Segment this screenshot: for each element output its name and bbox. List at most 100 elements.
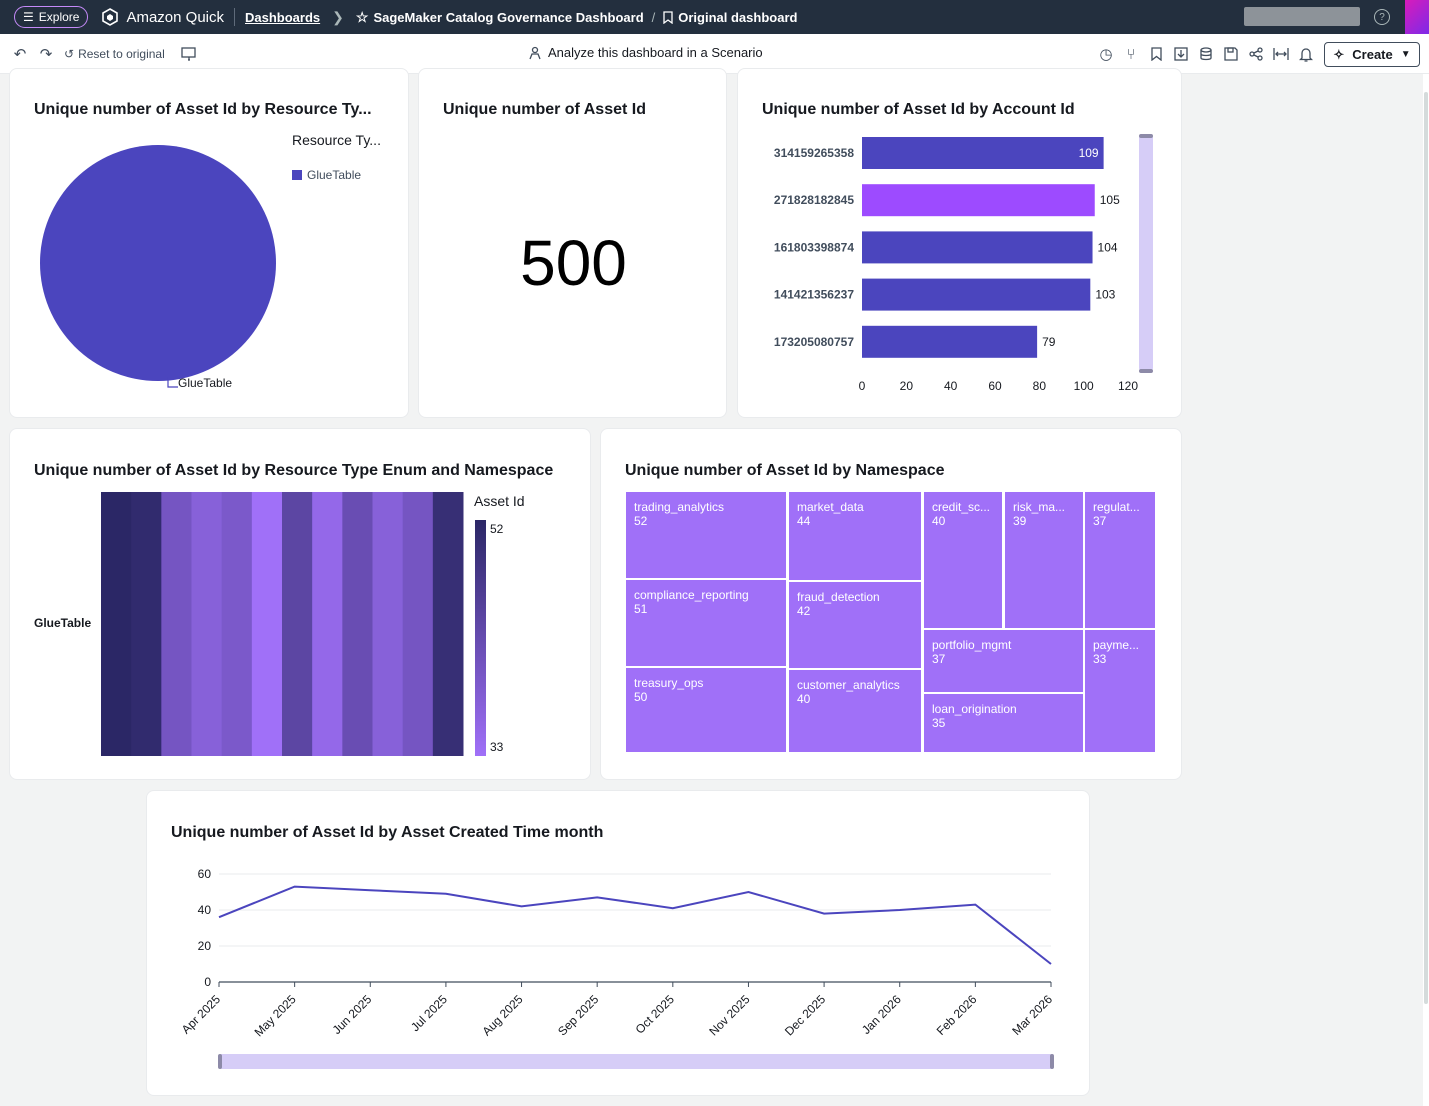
explore-button[interactable]: ☰ Explore — [14, 6, 89, 28]
bookmark-icon[interactable] — [1146, 44, 1166, 64]
treemap-tile[interactable]: loan_origination 35 — [924, 694, 1083, 752]
star-icon[interactable]: ☆ — [355, 8, 369, 25]
bar-scrollbar-handle[interactable] — [1139, 134, 1153, 138]
kpi-visual[interactable]: Unique number of Asset Id 500 — [418, 68, 727, 418]
treemap-tile-label: trading_analytics — [634, 500, 725, 514]
x-tick-label: 20 — [900, 379, 914, 393]
treemap-tile[interactable]: fraud_detection 42 — [789, 582, 921, 668]
treemap-tile[interactable]: customer_analytics 40 — [789, 670, 921, 752]
dashboard-name: SageMaker Catalog Governance Dashboard — [373, 9, 644, 25]
present-icon[interactable] — [179, 44, 199, 64]
heatmap-cell[interactable] — [101, 492, 132, 756]
treemap-tile[interactable]: treasury_ops 50 — [626, 668, 786, 752]
x-tick-label: Sep 2025 — [555, 992, 601, 1038]
fit-width-icon[interactable] — [1271, 44, 1291, 64]
legend-title: Asset Id — [474, 493, 525, 509]
heatmap-cell[interactable] — [282, 492, 313, 756]
heatmap-cell[interactable] — [221, 492, 253, 756]
y-tick-label: 161803398874 — [774, 240, 854, 254]
legend-item[interactable]: GlueTable — [292, 168, 361, 182]
analyze-in-scenario-button[interactable]: Analyze this dashboard in a Scenario — [528, 45, 763, 60]
treemap-tile[interactable]: regulat... 37 — [1085, 492, 1155, 628]
heatmap-visual[interactable]: Unique number of Asset Id by Resource Ty… — [9, 428, 591, 780]
bar[interactable] — [862, 184, 1095, 217]
slice-leader-line — [167, 377, 178, 388]
breadcrumb-slash: / — [651, 9, 656, 25]
pie-chart: GlueTable — [40, 145, 276, 390]
data-label: 103 — [1095, 288, 1115, 302]
heatmap-row-label: GlueTable — [34, 616, 92, 630]
dataset-icon[interactable] — [1196, 44, 1216, 64]
treemap-tile[interactable]: compliance_reporting 51 — [626, 580, 786, 666]
bell-icon[interactable] — [1296, 44, 1316, 64]
range-slider[interactable] — [218, 1054, 1054, 1069]
treemap-tile-value: 40 — [797, 692, 811, 706]
legend-item-label: GlueTable — [307, 168, 362, 182]
save-icon[interactable] — [1221, 44, 1241, 64]
x-tick-label: 60 — [988, 379, 1002, 393]
treemap-tile-value: 44 — [797, 514, 811, 528]
bar-scrollbar[interactable] — [1139, 135, 1153, 371]
treemap-tile-label: portfolio_mgmt — [932, 638, 1012, 652]
treemap-tile[interactable]: portfolio_mgmt 37 — [924, 630, 1083, 692]
heatmap-cell[interactable] — [402, 492, 434, 756]
treemap-tile[interactable]: payme... 33 — [1085, 630, 1155, 752]
bar[interactable] — [862, 325, 1038, 358]
heatmap-cell[interactable] — [432, 492, 464, 756]
treemap-tile-value: 39 — [1013, 514, 1027, 528]
x-tick-label: 100 — [1074, 379, 1094, 393]
bar-scrollbar-handle[interactable] — [1139, 369, 1153, 373]
data-label: 79 — [1042, 335, 1056, 349]
range-slider-handle-right[interactable] — [1050, 1054, 1054, 1069]
heatmap-cell[interactable] — [131, 492, 162, 756]
x-tick-label: Jan 2026 — [859, 992, 904, 1037]
share-icon[interactable] — [1246, 44, 1266, 64]
bar[interactable] — [862, 231, 1093, 264]
x-tick-label: Mar 2026 — [1009, 992, 1055, 1038]
treemap-visual[interactable]: Unique number of Asset Id by Namespace t… — [600, 428, 1182, 780]
treemap-tile-label: risk_ma... — [1013, 500, 1066, 514]
line-chart-visual[interactable]: Unique number of Asset Id by Asset Creat… — [146, 790, 1090, 1096]
assistant-icon[interactable] — [1405, 0, 1429, 34]
breadcrumb-dashboards-link[interactable]: Dashboards — [245, 9, 321, 25]
series-line[interactable] — [218, 885, 1052, 965]
schedule-icon[interactable]: ◷ — [1099, 46, 1113, 63]
download-icon[interactable] — [1171, 44, 1191, 64]
heatmap-cell[interactable] — [342, 492, 373, 756]
y-tick-label: 20 — [198, 939, 212, 953]
pie-chart-visual[interactable]: Unique number of Asset Id by Resource Ty… — [9, 68, 409, 418]
brand[interactable]: Amazon Quick — [100, 7, 224, 27]
treemap-tile[interactable]: market_data 44 — [789, 492, 921, 580]
heatmap-cell[interactable] — [161, 492, 192, 756]
caret-down-icon: ▼ — [1400, 49, 1411, 60]
x-tick-label: Feb 2026 — [934, 992, 980, 1038]
breadcrumb-dashboard[interactable]: ☆ SageMaker Catalog Governance Dashboard — [356, 9, 644, 26]
account-bar-chart-visual[interactable]: Unique number of Asset Id by Account Id … — [737, 68, 1182, 418]
y-tick-label: 141421356237 — [774, 288, 854, 302]
redo-icon[interactable]: ↷ — [39, 45, 53, 63]
treemap-chart: trading_analytics 52 compliance_reporting 5… — [626, 492, 1157, 754]
heatmap-cell[interactable] — [372, 492, 404, 756]
pie-slice-gluetable[interactable] — [40, 145, 276, 381]
bar[interactable] — [862, 137, 1104, 169]
treemap-tile[interactable]: risk_ma... 39 — [1005, 492, 1083, 628]
treemap-tile-label: payme... — [1093, 638, 1140, 652]
create-button[interactable]: ✧ Create ▼ — [1324, 42, 1420, 67]
reset-to-original-button[interactable]: ↺ Reset to original — [64, 47, 165, 61]
page-scrollbar[interactable] — [1423, 74, 1429, 1106]
bar[interactable] — [862, 278, 1091, 311]
treemap-tile[interactable]: trading_analytics 52 — [626, 492, 786, 578]
heatmap-cell[interactable] — [312, 492, 343, 756]
help-icon[interactable]: ? — [1374, 9, 1390, 25]
brand-name: Amazon Quick — [126, 8, 224, 26]
range-slider-handle-left[interactable] — [218, 1054, 222, 1069]
legend-swatch — [292, 170, 302, 180]
heatmap-cell[interactable] — [251, 492, 283, 756]
undo-icon[interactable]: ↶ — [13, 45, 27, 63]
treemap-tile[interactable]: credit_sc... 40 — [924, 492, 1002, 628]
redacted-account-field[interactable] — [1244, 7, 1360, 26]
breadcrumb-view[interactable]: Original dashboard — [663, 10, 797, 25]
page-scrollbar-thumb[interactable] — [1424, 92, 1428, 1004]
branch-icon[interactable]: ⑂ — [1126, 45, 1136, 63]
heatmap-cell[interactable] — [191, 492, 223, 756]
